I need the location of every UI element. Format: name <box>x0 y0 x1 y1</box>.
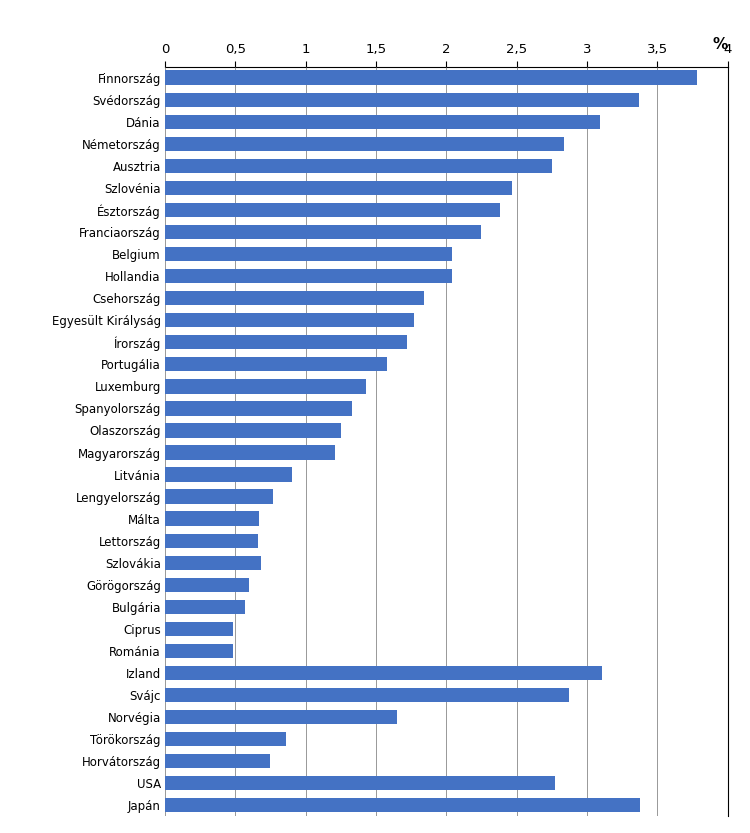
Bar <box>165 688 568 702</box>
Bar <box>165 379 366 393</box>
Bar <box>165 600 245 614</box>
Bar <box>165 247 452 262</box>
Bar <box>165 490 273 504</box>
Bar <box>165 181 512 195</box>
Bar <box>165 115 599 129</box>
Bar <box>165 446 335 460</box>
Bar <box>165 666 602 681</box>
Bar <box>165 621 232 636</box>
Bar <box>165 335 407 349</box>
Bar <box>165 776 554 791</box>
Bar <box>165 71 697 85</box>
Bar <box>165 754 271 768</box>
Bar <box>165 798 640 812</box>
Bar <box>165 534 258 548</box>
Bar <box>165 202 500 217</box>
Bar <box>165 644 232 658</box>
Bar <box>165 159 552 173</box>
Text: %: % <box>712 37 728 52</box>
Bar <box>165 577 249 592</box>
Bar <box>165 92 639 107</box>
Bar <box>165 291 424 306</box>
Bar <box>165 710 397 724</box>
Bar <box>165 556 261 570</box>
Bar <box>165 313 414 327</box>
Bar <box>165 269 452 283</box>
Bar <box>165 732 286 746</box>
Bar <box>165 225 482 239</box>
Bar <box>165 511 260 526</box>
Bar <box>165 357 387 372</box>
Bar <box>165 423 340 437</box>
Bar <box>165 402 352 416</box>
Bar <box>165 467 292 481</box>
Bar <box>165 137 564 151</box>
